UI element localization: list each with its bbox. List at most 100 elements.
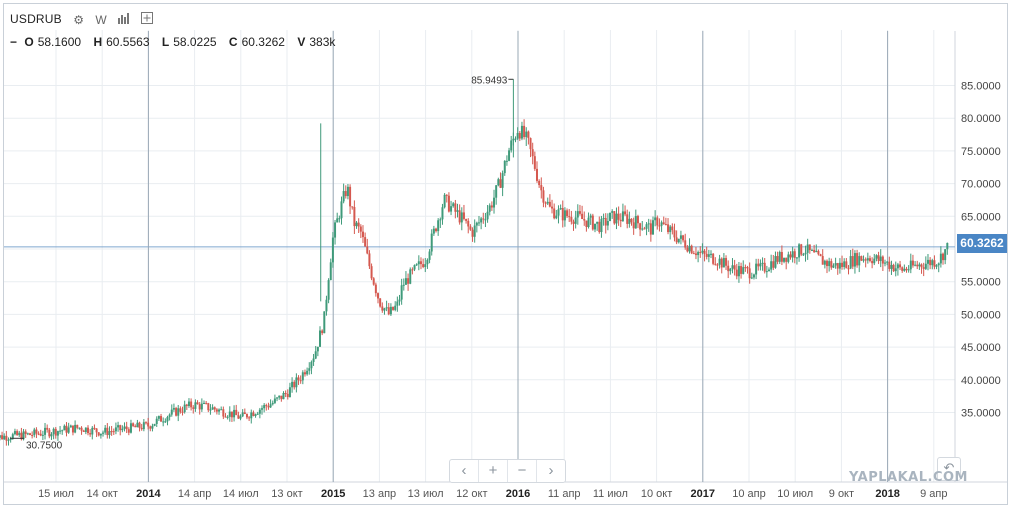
candle-body [480,218,483,223]
candle-body [69,425,72,428]
bars-icon[interactable] [118,12,130,27]
candle-body [789,254,792,258]
candle-body [585,220,588,228]
candle-body [383,308,386,311]
candle-body [387,307,390,315]
candle-body [153,423,156,426]
x-tick-label: 13 окт [271,488,302,500]
candle-body [168,414,171,418]
candle-body [439,219,442,221]
candle-body [245,414,248,418]
candle-body [458,210,461,223]
candle-body [841,262,844,267]
candle-body [129,423,132,433]
candle-body [909,260,912,270]
candle-body [411,269,414,271]
candle-body [385,307,388,309]
candle-body [881,256,884,264]
candle-body [884,262,887,264]
candle-body [28,433,31,435]
candle-body [50,434,53,437]
candle-body [755,263,758,275]
zoom-out-button[interactable]: − [508,460,537,482]
candle-body [222,409,225,417]
candle-body [768,269,771,272]
candle-body [602,217,605,219]
candle-body [409,269,412,284]
candle-body [660,222,663,226]
candle-body [778,252,781,262]
candle-body [935,265,938,267]
candle-body [16,431,19,436]
plus-box-icon[interactable] [141,12,154,27]
close-label: C [228,35,238,49]
candle-body [334,222,337,238]
reset-view-button[interactable]: ↶ [937,457,961,481]
candle-body [690,245,693,254]
candle-body [392,306,395,310]
watermark: YAPLAKAL.COM [849,470,968,485]
candle-body [379,298,382,307]
candle-body [5,435,8,441]
gear-icon[interactable]: ⚙ [73,12,84,27]
candle-body [871,260,874,264]
candle-body [261,408,264,410]
high-value: 60.5563 [106,35,150,49]
candle-body [740,266,743,274]
zoom-in-button[interactable]: + [479,460,508,482]
candle-body [621,211,624,222]
candle-body [396,301,399,306]
candle-body [821,256,824,265]
candle-body [813,249,816,253]
high-label: H [93,35,103,49]
candle-body [806,244,809,253]
candle-body [677,238,680,243]
candle-body [74,424,77,433]
candle-body [879,256,882,262]
candle-body [770,261,773,270]
candle-body [759,263,762,267]
candle-body [581,213,584,219]
candle-body [361,231,364,238]
x-tick-label: 15 июл [38,488,74,500]
candle-body [901,267,904,271]
candle-body [265,405,268,407]
x-tick-label: 11 июл [593,488,628,500]
candle-body [918,264,921,267]
candle-body [735,269,738,277]
x-tick-label: 9 апр [920,488,947,500]
w-icon[interactable]: W [95,12,107,27]
candle-body [873,258,876,264]
candle-body [888,261,891,269]
candle-body [237,415,240,419]
candle-body [826,260,829,267]
candle-body [89,433,92,435]
candle-body [56,431,59,436]
candle-body [157,416,160,419]
candle-body [179,408,182,412]
candle-body [78,427,81,429]
candle-body [31,434,34,436]
candle-body [931,260,934,266]
candle-body [832,265,835,268]
candle-body [224,416,227,418]
candle-body [357,222,360,227]
candle-body [542,190,545,203]
candle-body [280,395,283,400]
candle-body [80,427,83,431]
scroll-right-button[interactable]: › [548,462,554,479]
candle-body [795,257,798,259]
candle-body [688,245,691,252]
candle-body [559,208,562,210]
candle-body [658,225,661,227]
dash-icon[interactable]: − [10,35,18,49]
candle-body [493,197,496,208]
candle-body [215,409,218,412]
scroll-left-button[interactable]: ‹ [450,460,479,482]
candle-body [710,253,713,255]
candle-body [484,219,487,221]
candle-body [664,223,667,225]
candle-body [757,263,760,267]
candle-body [93,427,96,429]
